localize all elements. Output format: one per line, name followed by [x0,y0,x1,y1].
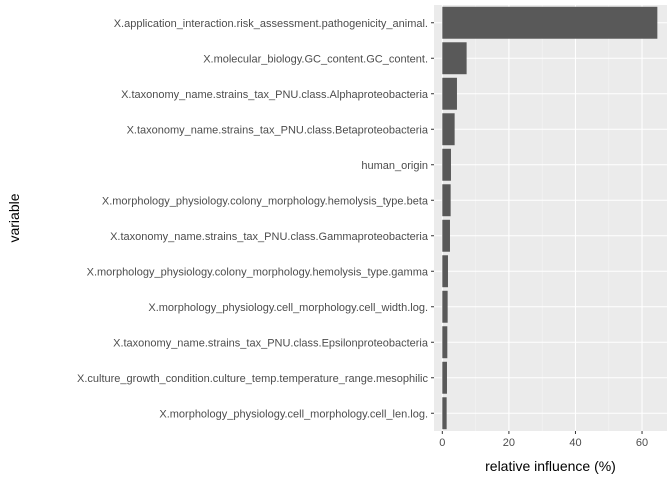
x-axis-ticks: 0 20 40 60 [439,431,648,449]
x-tick-label: 40 [569,437,581,449]
bar [442,219,450,252]
x-tick-label: 0 [439,437,445,449]
bar [442,113,455,146]
bar [442,77,457,110]
bar [442,326,448,359]
y-tick-label: X.taxonomy_name.strains_tax_PNU.class.Be… [127,124,429,136]
bar [442,397,447,430]
bar [442,290,448,323]
y-tick-label: X.taxonomy_name.strains_tax_PNU.class.Al… [121,89,429,101]
x-tick-label: 60 [636,437,648,449]
bar [442,148,451,181]
minor-gridlines [475,5,610,431]
bar [442,184,451,217]
y-tick-label: X.morphology_physiology.colony_morpholog… [87,266,429,278]
bar [442,361,447,394]
y-tick-label: X.morphology_physiology.cell_morphology.… [159,408,428,420]
plot-panel [434,5,667,431]
y-tick-label: X.taxonomy_name.strains_tax_PNU.class.Ga… [110,231,429,243]
y-tick-label: X.molecular_biology.GC_content.GC_conten… [203,53,428,65]
y-tick-label: X.taxonomy_name.strains_tax_PNU.class.Ep… [113,337,429,349]
y-tick-label: X.culture_growth_condition.culture_temp.… [77,373,428,385]
y-axis-ticks: X.application_interaction.risk_assessmen… [77,18,434,420]
y-axis-title: variable [6,193,22,242]
y-tick-label: human_origin [361,160,428,172]
y-tick-label: X.morphology_physiology.colony_morpholog… [102,195,429,207]
bars [442,6,658,430]
major-gridlines [434,5,667,431]
y-tick-label: X.morphology_physiology.cell_morphology.… [148,302,428,314]
bar [442,255,448,288]
bar [442,42,467,75]
bar [442,6,658,39]
y-tick-label: X.application_interaction.risk_assessmen… [114,18,428,30]
x-axis-title: relative influence (%) [485,458,616,474]
x-tick-label: 20 [503,437,515,449]
